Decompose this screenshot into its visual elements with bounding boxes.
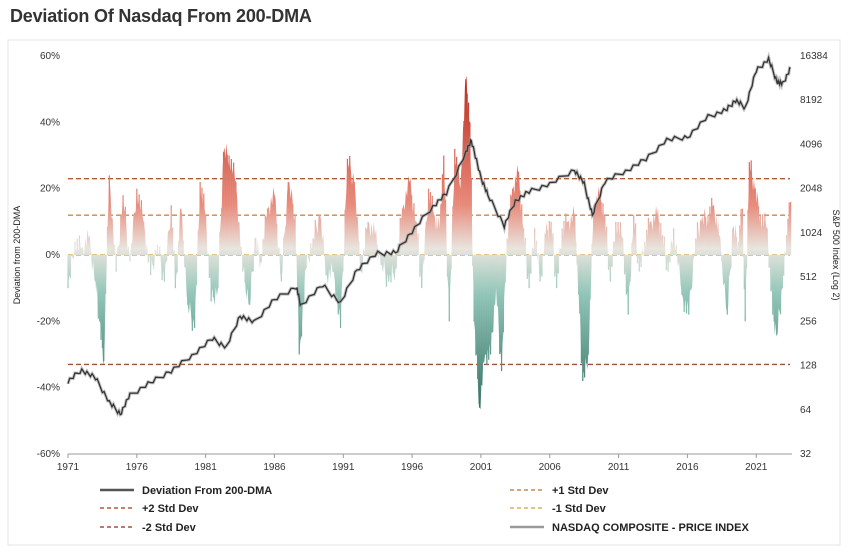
legend-label: +1 Std Dev bbox=[552, 485, 609, 497]
x-tick-label: 1971 bbox=[57, 462, 80, 473]
legend-item: -1 Std Dev bbox=[510, 503, 607, 515]
legend-label: -1 Std Dev bbox=[552, 503, 607, 515]
legend-item: Deviation From 200-DMA bbox=[100, 485, 272, 497]
y2-tick-label: 4096 bbox=[800, 139, 823, 150]
price-line-layer bbox=[66, 51, 792, 418]
legend-label: Deviation From 200-DMA bbox=[142, 485, 272, 497]
y-tick-label: -40% bbox=[37, 383, 60, 394]
x-tick-label: 2001 bbox=[470, 462, 493, 473]
x-tick-label: 2011 bbox=[608, 462, 630, 473]
price-line bbox=[67, 55, 791, 416]
plot-area bbox=[7, 39, 841, 546]
y2-tick-label: 8192 bbox=[800, 95, 823, 106]
legend-item: +2 Std Dev bbox=[100, 503, 199, 515]
y-tick-label: -60% bbox=[37, 449, 60, 460]
legend-label: -2 Std Dev bbox=[142, 522, 197, 534]
y2-tick-label: 16384 bbox=[800, 51, 828, 62]
legend-label: NASDAQ COMPOSITE - PRICE INDEX bbox=[552, 522, 749, 534]
y-tick-label: 0% bbox=[46, 250, 61, 261]
legend-item: +1 Std Dev bbox=[510, 485, 609, 497]
y-axis-label: Deviation from 200-DMA bbox=[12, 206, 22, 305]
chart-border bbox=[7, 39, 841, 546]
x-tick-label: 2016 bbox=[676, 462, 699, 473]
deviation-fill bbox=[68, 75, 791, 410]
y2-tick-label: 2048 bbox=[800, 184, 823, 195]
legend-item: -2 Std Dev bbox=[100, 522, 197, 534]
y-axis-ticks: 60% 40% 20% 0% -20% -40% -60% bbox=[37, 51, 60, 460]
legend-item: NASDAQ COMPOSITE - PRICE INDEX bbox=[510, 522, 749, 534]
x-tick-label: 1991 bbox=[332, 462, 355, 473]
y2-tick-label: 32 bbox=[800, 449, 812, 460]
y2-axis-label: S&P 500 Index (Log 2) bbox=[831, 210, 841, 301]
y2-axis-ticks: 16384 8192 4096 2048 1024 512 256 128 64 32 bbox=[800, 51, 828, 460]
x-tick-label: 1996 bbox=[401, 462, 424, 473]
x-tick-label: 2006 bbox=[539, 462, 562, 473]
y-tick-label: -20% bbox=[37, 316, 60, 327]
y-tick-label: 20% bbox=[40, 184, 60, 195]
y2-tick-label: 64 bbox=[800, 405, 812, 416]
x-tick-label: 2021 bbox=[745, 462, 768, 473]
deviation-area bbox=[67, 75, 792, 410]
legend-label: +2 Std Dev bbox=[142, 503, 199, 515]
x-tick-label: 1986 bbox=[263, 462, 286, 473]
x-tick-label: 1981 bbox=[195, 462, 218, 473]
legend: Deviation From 200-DMA +1 Std Dev +2 Std D… bbox=[100, 485, 749, 534]
y2-tick-label: 256 bbox=[800, 316, 817, 327]
y2-tick-label: 512 bbox=[800, 272, 817, 283]
x-axis-ticks: 1971 1976 1981 1986 1991 1996 2001 2006 2011 2016… bbox=[57, 454, 768, 473]
y-tick-label: 60% bbox=[40, 51, 60, 62]
y2-tick-label: 128 bbox=[800, 361, 817, 372]
y-tick-label: 40% bbox=[40, 117, 60, 128]
y2-tick-label: 1024 bbox=[800, 228, 823, 239]
x-tick-label: 1976 bbox=[126, 462, 149, 473]
chart-title: Deviation Of Nasdaq From 200-DMA bbox=[10, 6, 312, 26]
